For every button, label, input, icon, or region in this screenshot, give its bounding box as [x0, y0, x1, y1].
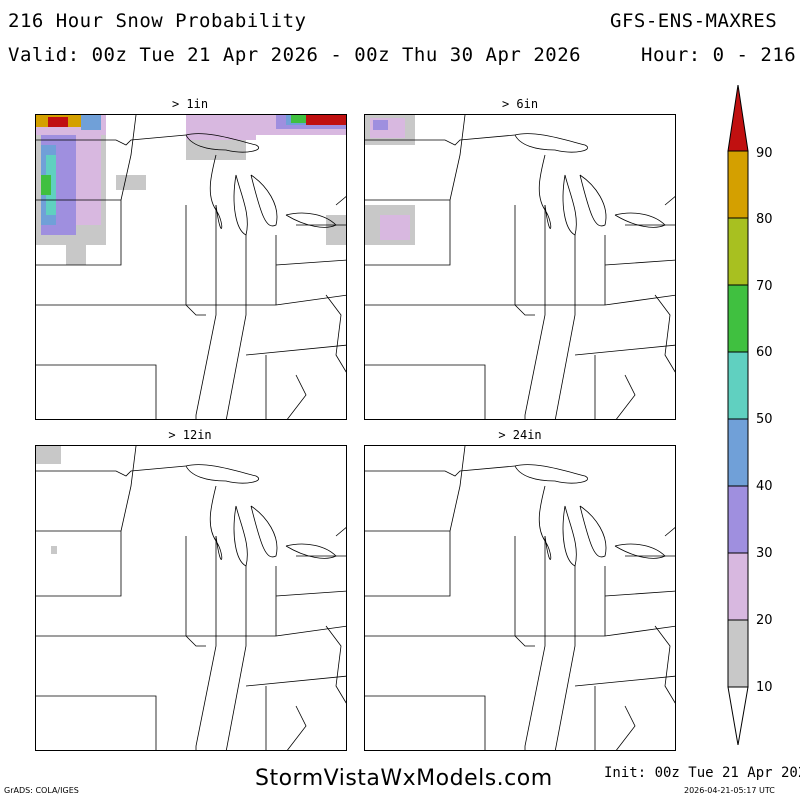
colorbar-label-20: 20: [756, 613, 773, 628]
snow-probability-shading: [36, 115, 346, 265]
colorbar-block: [727, 351, 749, 420]
colorbar-bottom-arrow: [727, 686, 749, 745]
panel-title-12in: > 12in: [168, 428, 212, 442]
hour-range: Hour: 0 - 216: [641, 44, 797, 66]
colorbar-block: [727, 552, 749, 621]
colorbar-block: [727, 150, 749, 219]
valid-range: Valid: 00z Tue 21 Apr 2026 - 00z Thu 30 …: [8, 44, 582, 66]
colorbar-label-90: 90: [756, 146, 773, 161]
chart-title: 216 Hour Snow Probability: [8, 10, 307, 32]
colorbar-label-50: 50: [756, 412, 773, 427]
snow-probability-shading: [36, 446, 61, 554]
map-panel-24in: [364, 445, 676, 751]
timestamp: 2026-04-21-05:17 UTC: [684, 786, 775, 795]
map-boundaries: [36, 115, 346, 419]
colorbar-block: [727, 418, 749, 487]
colorbar: [727, 85, 749, 745]
map-boundaries: [365, 115, 675, 419]
colorbar-block: [727, 619, 749, 688]
init-time: Init: 00z Tue 21 Apr 2026: [604, 765, 800, 781]
map-boundaries: [365, 446, 675, 750]
model-name: GFS-ENS-MAXRES: [610, 10, 778, 32]
colorbar-top-arrow: [727, 85, 749, 152]
map-panel-12in: [35, 445, 347, 751]
colorbar-label-80: 80: [756, 212, 773, 227]
panel-title-1in: > 1in: [171, 97, 209, 111]
site-name: StormVistaWxModels.com: [255, 766, 553, 791]
colorbar-block: [727, 217, 749, 286]
panel-title-6in: > 6in: [501, 97, 539, 111]
map-boundaries: [36, 446, 346, 750]
colorbar-label-60: 60: [756, 345, 773, 360]
grads-credit: GrADS: COLA/IGES: [4, 786, 79, 795]
colorbar-block: [727, 284, 749, 353]
colorbar-block: [727, 485, 749, 554]
colorbar-label-40: 40: [756, 479, 773, 494]
colorbar-label-70: 70: [756, 279, 773, 294]
panel-title-24in: > 24in: [498, 428, 542, 442]
map-panel-6in: [364, 114, 676, 420]
map-panel-1in: [35, 114, 347, 420]
colorbar-label-30: 30: [756, 546, 773, 561]
snow-probability-shading: [365, 115, 415, 245]
colorbar-label-10: 10: [756, 680, 773, 695]
